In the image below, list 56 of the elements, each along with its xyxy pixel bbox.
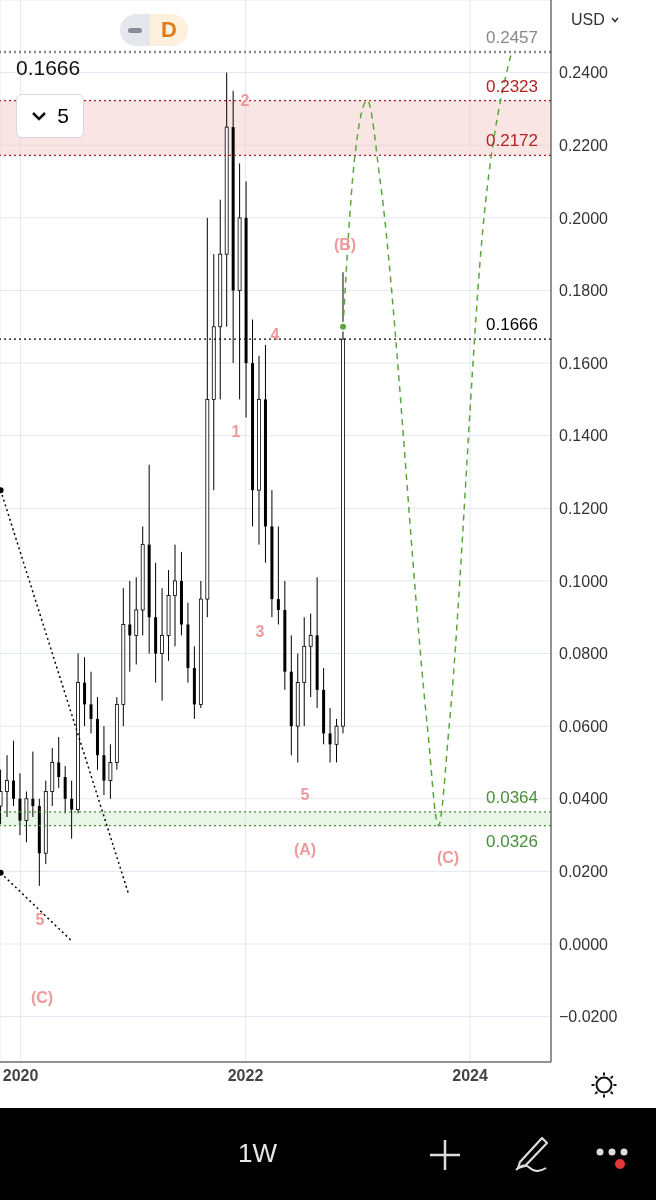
annotation: 4 — [269, 325, 281, 345]
candlestick — [70, 780, 74, 840]
ref-line-label: 0.1666 — [486, 315, 538, 335]
y-tick-label: 0.0400 — [559, 790, 609, 808]
candlestick — [63, 765, 67, 814]
candlestick — [276, 525, 280, 625]
candlestick — [108, 743, 113, 800]
y-tick-label: 0.0600 — [559, 717, 609, 735]
candlestick — [308, 613, 313, 698]
candlestick — [128, 580, 132, 673]
candlestick — [334, 718, 339, 763]
annotation: 5 — [299, 785, 311, 805]
candlestick — [57, 736, 61, 789]
y-tick-label: 0.1600 — [559, 354, 609, 372]
ref-line-label: 0.0364 — [486, 787, 538, 807]
annotation: (C) — [29, 988, 55, 1008]
annotation: 1 — [230, 422, 242, 442]
y-tick-label: 0.1000 — [559, 572, 609, 590]
annotation: 2 — [239, 91, 251, 111]
x-tick-label: 2020 — [2, 1067, 39, 1085]
y-tick-label: 0.2000 — [559, 209, 609, 227]
y-tick-label: 0.0800 — [559, 645, 609, 663]
candlestick — [31, 751, 35, 818]
x-tick-label: 2024 — [452, 1067, 488, 1085]
candlestick — [18, 772, 22, 836]
candlestick — [89, 671, 93, 734]
candlestick — [83, 656, 87, 727]
ref-line-label: 0.2457 — [486, 27, 538, 47]
y-tick-label: 0.0200 — [559, 863, 609, 881]
candlestick — [24, 791, 29, 843]
annotation: (C) — [435, 848, 461, 868]
y-tick-label: 0.1200 — [559, 499, 609, 517]
x-tick-label: 2022 — [227, 1067, 264, 1085]
candlestick — [173, 544, 177, 647]
annotation: 0.1666 — [16, 56, 81, 80]
y-tick-label: −0.0200 — [559, 1008, 618, 1026]
y-tick-label: 0.0000 — [559, 935, 609, 953]
y-tick-label: 0.1400 — [559, 427, 609, 445]
candlestick — [5, 754, 9, 818]
y-tick-label: 0.1800 — [559, 282, 609, 300]
annotation: (B) — [332, 235, 358, 255]
y-axis-title: USD — [571, 11, 605, 29]
candlestick — [328, 707, 332, 763]
y-tick-label: 0.2200 — [559, 136, 609, 154]
ref-line-label: 0.0326 — [486, 831, 538, 851]
annotation: 3 — [254, 622, 266, 642]
y-tick-label: 0.2400 — [559, 64, 609, 82]
candlestick — [11, 740, 15, 807]
annotation: 5 — [57, 104, 69, 128]
annotation: (A) — [292, 840, 318, 860]
ref-line-label: 0.2172 — [486, 131, 538, 151]
text: 1W — [238, 1138, 277, 1169]
ref-line-label: 0.2323 — [486, 76, 538, 96]
candlestick — [160, 587, 164, 702]
annotation: D — [150, 14, 188, 46]
annotation: 5 — [34, 910, 46, 930]
